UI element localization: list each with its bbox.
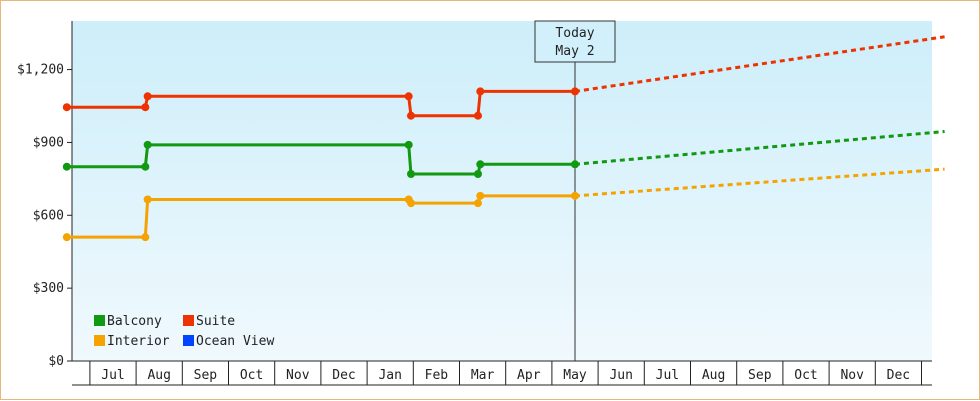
x-tick-label: Jun [609, 368, 632, 383]
x-tick-label: Sep [748, 368, 772, 383]
today-marker: Today May 2 [534, 20, 616, 361]
legend-swatch-suite [183, 315, 194, 326]
x-tick-label: Aug [147, 368, 170, 383]
data-point-balcony [141, 162, 150, 171]
legend-label-suite: Suite [196, 314, 235, 329]
data-point-balcony [143, 140, 152, 149]
x-axis: Jul Aug Sep Oct Nov Dec Jan Feb Mar Apr May Jun Jul A… [72, 360, 932, 386]
y-tick-label: $1,200 [17, 63, 64, 78]
data-point-suite [143, 92, 152, 101]
x-tick-label: Nov [286, 368, 310, 383]
data-point-suite [141, 103, 150, 112]
today-box [534, 20, 616, 63]
legend-swatch-ocean-view [183, 335, 194, 346]
data-point-balcony [404, 140, 413, 149]
x-tick-label: Oct [794, 368, 817, 383]
data-point-balcony [473, 170, 482, 178]
data-point-interior [62, 233, 71, 242]
data-point-balcony [406, 170, 415, 178]
x-tick-label: Jan [378, 368, 401, 383]
legend-label-balcony: Balcony [107, 314, 162, 329]
legend-label-ocean-view: Ocean View [196, 334, 274, 349]
series-layer [62, 35, 945, 242]
forecast-line-balcony [574, 130, 945, 166]
y-tick-label: $900 [33, 135, 64, 150]
plot-area [72, 21, 932, 361]
x-tick-label: Dec [332, 368, 355, 383]
data-point-suite [62, 103, 71, 112]
x-tick-label: Aug [702, 368, 725, 383]
legend-label-interior: Interior [107, 334, 170, 349]
data-point-balcony [476, 160, 485, 169]
data-point-interior [473, 199, 482, 208]
forecast-line-interior [574, 167, 945, 198]
x-tick-label: Nov [840, 368, 864, 383]
y-tick-label: $600 [33, 208, 64, 223]
y-tick-label: $300 [33, 281, 64, 296]
data-point-suite [404, 92, 413, 101]
x-tick-label: May [563, 368, 587, 383]
data-point-interior [406, 199, 415, 208]
today-label: Today [555, 26, 594, 41]
x-tick-label: Sep [194, 368, 218, 383]
data-point-balcony [62, 162, 71, 171]
x-tick-label: Dec [887, 368, 910, 383]
x-tick-label: Jul [656, 368, 679, 383]
y-tick-label: $0 [48, 354, 64, 369]
data-point-interior [476, 191, 485, 200]
today-date: May 2 [555, 44, 594, 59]
data-point-suite [406, 111, 415, 120]
x-tick-label: Mar [471, 368, 495, 383]
legend-swatch-interior [94, 335, 105, 346]
x-tick-label: Oct [240, 368, 263, 383]
data-point-suite [476, 87, 485, 96]
data-point-interior [141, 233, 150, 242]
legend: Balcony Suite Interior Ocean View [94, 314, 274, 349]
x-tick-label: Jul [101, 368, 124, 383]
data-point-suite [473, 111, 482, 120]
x-tick-label: Apr [517, 368, 541, 383]
x-tick-label: Feb [425, 368, 449, 383]
data-point-interior [143, 195, 152, 204]
legend-swatch-balcony [94, 315, 105, 326]
y-axis: $0 $300 $600 $900 $1,200 [17, 21, 73, 369]
